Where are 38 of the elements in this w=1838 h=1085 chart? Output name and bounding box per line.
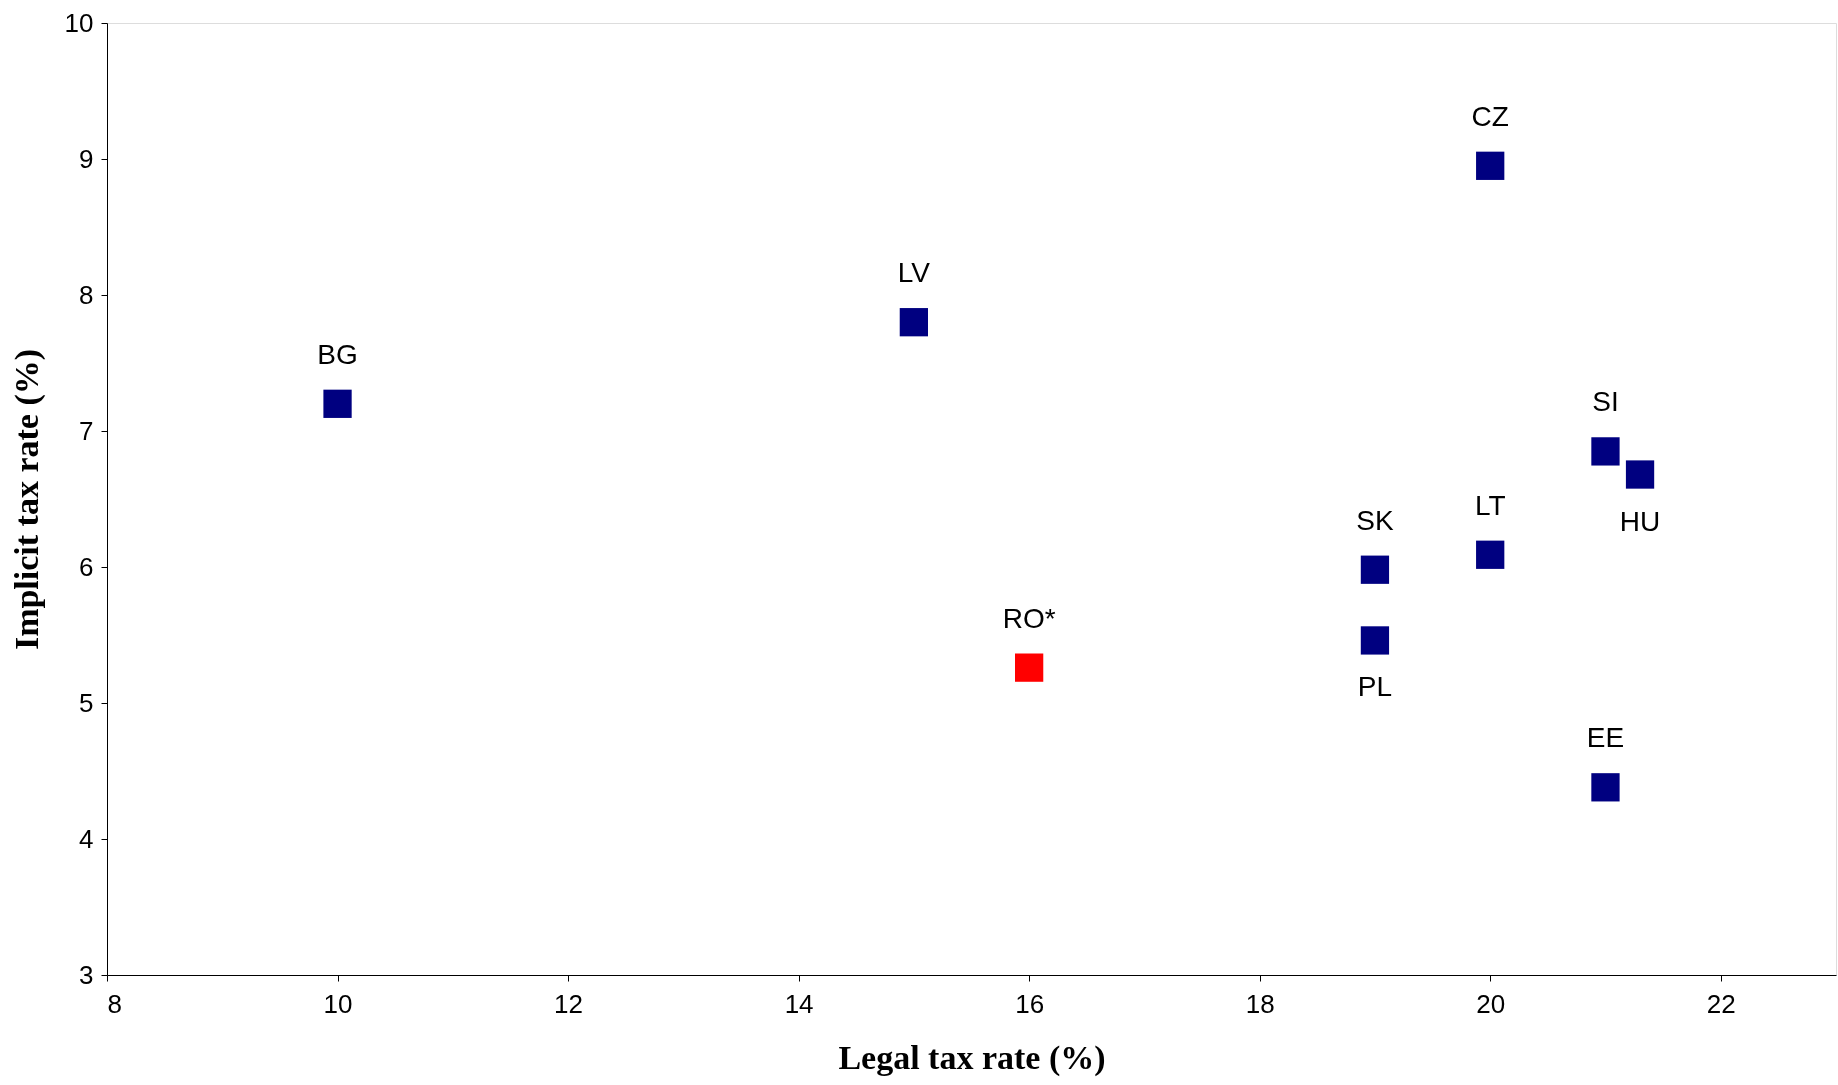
point bbox=[1591, 773, 1620, 802]
point bbox=[1591, 437, 1620, 466]
annotation: SI bbox=[1592, 386, 1619, 418]
point bbox=[1014, 653, 1044, 682]
x-tick-label: 20 bbox=[1476, 988, 1506, 1019]
annotation: CZ bbox=[1471, 100, 1509, 132]
x-tick-label: 18 bbox=[1245, 988, 1275, 1019]
x-tick-label: 8 bbox=[107, 988, 122, 1019]
annotation: LV bbox=[897, 257, 931, 289]
x-tick-label: 22 bbox=[1706, 988, 1736, 1019]
y-tick-label: 5 bbox=[79, 687, 94, 718]
point bbox=[323, 389, 352, 418]
y-axis-title: Implicit tax rate (%) bbox=[7, 348, 46, 651]
y-tick-label: 7 bbox=[79, 415, 94, 446]
point bbox=[1476, 151, 1505, 180]
point bbox=[1476, 540, 1505, 569]
y-tick-label: 9 bbox=[79, 143, 94, 174]
annotation: RO* bbox=[1002, 602, 1056, 634]
x-tick-label: 10 bbox=[323, 988, 353, 1019]
annotation: HU bbox=[1619, 505, 1661, 537]
annotation: SK bbox=[1356, 504, 1394, 536]
y-tick-label: 8 bbox=[79, 279, 94, 310]
point bbox=[1360, 555, 1390, 584]
x-tick-label: 14 bbox=[784, 988, 814, 1019]
y-tick-label: 4 bbox=[79, 823, 94, 854]
annotation: LT bbox=[1474, 489, 1506, 521]
annotation: EE bbox=[1586, 722, 1625, 754]
annotation: PL bbox=[1357, 671, 1393, 703]
y-tick-label: 3 bbox=[79, 959, 94, 990]
x-tick-label: 16 bbox=[1015, 988, 1045, 1019]
annotation: BG bbox=[317, 338, 358, 370]
x-axis-title: Legal tax rate (%) bbox=[838, 1038, 1106, 1077]
y-tick-label: 10 bbox=[64, 7, 94, 38]
y-tick-label: 6 bbox=[79, 551, 94, 582]
x-tick-label: 12 bbox=[554, 988, 584, 1019]
point bbox=[1625, 460, 1655, 489]
point bbox=[899, 308, 929, 337]
point bbox=[1360, 626, 1390, 655]
